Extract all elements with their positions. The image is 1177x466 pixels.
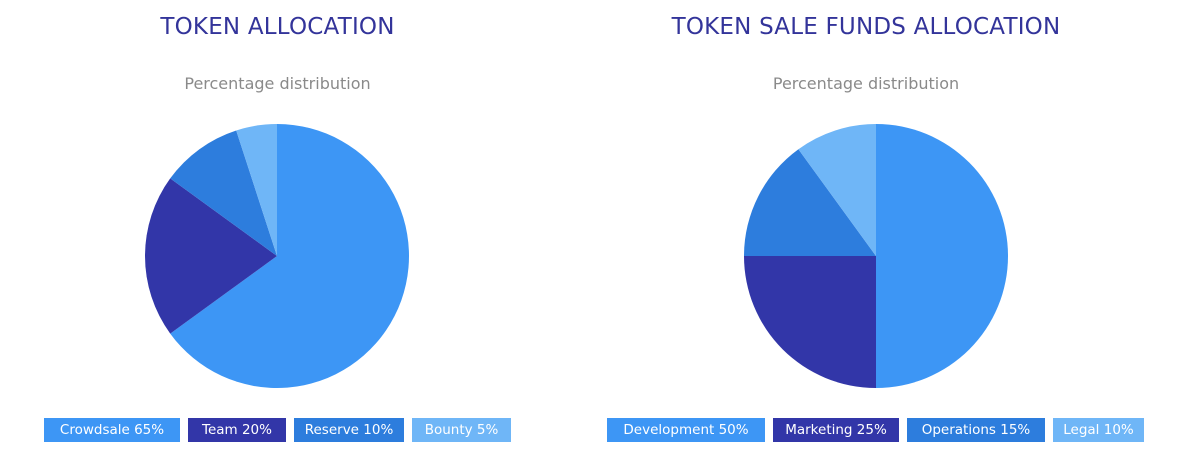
legend-item-team[interactable]: Team 20%: [188, 418, 286, 442]
legend-item-development[interactable]: Development 50%: [607, 418, 765, 442]
pie-slice-team[interactable]: [144, 178, 277, 334]
pie-slice-reserve[interactable]: [170, 130, 277, 256]
token-allocation-panel: TOKEN ALLOCATION Percentage distribution…: [0, 0, 555, 466]
chart-subtitle: Percentage distribution: [772, 74, 960, 93]
token-sale-funds-allocation-panel: TOKEN SALE FUNDS ALLOCATION Percentage d…: [555, 0, 1177, 466]
chart-title: TOKEN SALE FUNDS ALLOCATION: [671, 14, 1061, 40]
pie-chart: [144, 124, 409, 388]
legend-item-crowdsale[interactable]: Crowdsale 65%: [44, 418, 180, 442]
pie-chart: [744, 124, 1008, 388]
pie-slice-legal[interactable]: [798, 124, 876, 256]
pie-slice-crowdsale[interactable]: [170, 124, 409, 388]
legend-item-marketing[interactable]: Marketing 25%: [773, 418, 899, 442]
pie-slice-bounty[interactable]: [236, 124, 277, 256]
pie-slice-development[interactable]: [876, 124, 1008, 388]
pie-slice-operations[interactable]: [744, 149, 876, 256]
legend-item-legal[interactable]: Legal 10%: [1053, 418, 1144, 442]
chart-subtitle: Percentage distribution: [184, 74, 371, 93]
pie-slice-marketing[interactable]: [744, 256, 876, 388]
legend-item-bounty[interactable]: Bounty 5%: [412, 418, 511, 442]
chart-title: TOKEN ALLOCATION: [160, 14, 395, 40]
chart-legend: Development 50% Marketing 25% Operations…: [555, 418, 1177, 442]
legend-item-operations[interactable]: Operations 15%: [907, 418, 1045, 442]
legend-item-reserve[interactable]: Reserve 10%: [294, 418, 404, 442]
chart-legend: Crowdsale 65% Team 20% Reserve 10% Bount…: [0, 418, 555, 442]
